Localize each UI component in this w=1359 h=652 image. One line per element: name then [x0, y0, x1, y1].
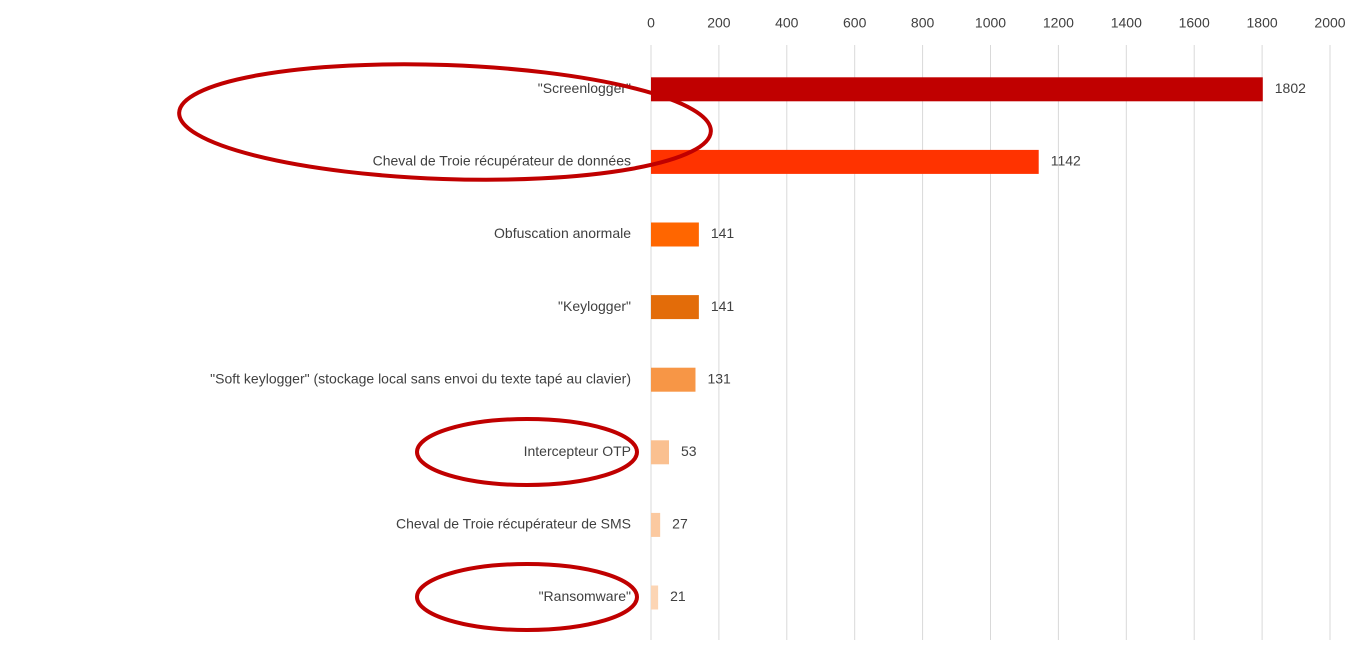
y-tick-label: "Ransomware"	[539, 588, 631, 604]
data-label: 131	[707, 370, 731, 386]
bar	[651, 77, 1263, 102]
bar	[651, 440, 669, 465]
highlight-ellipse	[415, 562, 639, 632]
data-label: 27	[672, 516, 688, 532]
x-tick-label: 0	[647, 15, 655, 31]
data-label: 1142	[1051, 153, 1081, 169]
bar	[651, 367, 696, 392]
highlight-ellipse	[177, 62, 713, 182]
data-label: 141	[711, 298, 735, 314]
y-tick-label: Obfuscation anormale	[494, 225, 631, 241]
x-tick-label: 600	[843, 15, 867, 31]
bar	[651, 585, 659, 610]
x-tick-label: 1000	[975, 15, 1006, 31]
bar	[651, 295, 699, 320]
x-tick-label: 1400	[1111, 15, 1142, 31]
data-label: 141	[711, 225, 735, 241]
annotations	[177, 62, 713, 632]
x-tick-label: 1800	[1247, 15, 1278, 31]
y-tick-label: "Soft keylogger" (stockage local sans en…	[210, 370, 631, 386]
x-tick-label: 1200	[1043, 15, 1074, 31]
x-tick-label: 200	[707, 15, 731, 31]
y-tick-label: Cheval de Troie récupérateur de données	[373, 153, 631, 169]
y-tick-label: Cheval de Troie récupérateur de SMS	[396, 516, 631, 532]
highlight-ellipse	[415, 417, 639, 487]
plot: 0 200 400 600 800 1000 1200 1400 1600 1800 2000"Sc…	[210, 15, 1346, 640]
data-label: 53	[681, 443, 697, 459]
x-tick-label: 1600	[1179, 15, 1210, 31]
data-label: 21	[670, 588, 686, 604]
x-tick-label: 400	[775, 15, 799, 31]
bar	[651, 149, 1039, 174]
x-tick-label: 2000	[1314, 15, 1345, 31]
bar	[651, 222, 699, 247]
x-tick-label: 800	[911, 15, 935, 31]
y-tick-label: "Keylogger"	[558, 298, 631, 314]
y-tick-label: Intercepteur OTP	[524, 443, 631, 459]
bar	[651, 512, 661, 537]
data-label: 1802	[1275, 80, 1306, 96]
